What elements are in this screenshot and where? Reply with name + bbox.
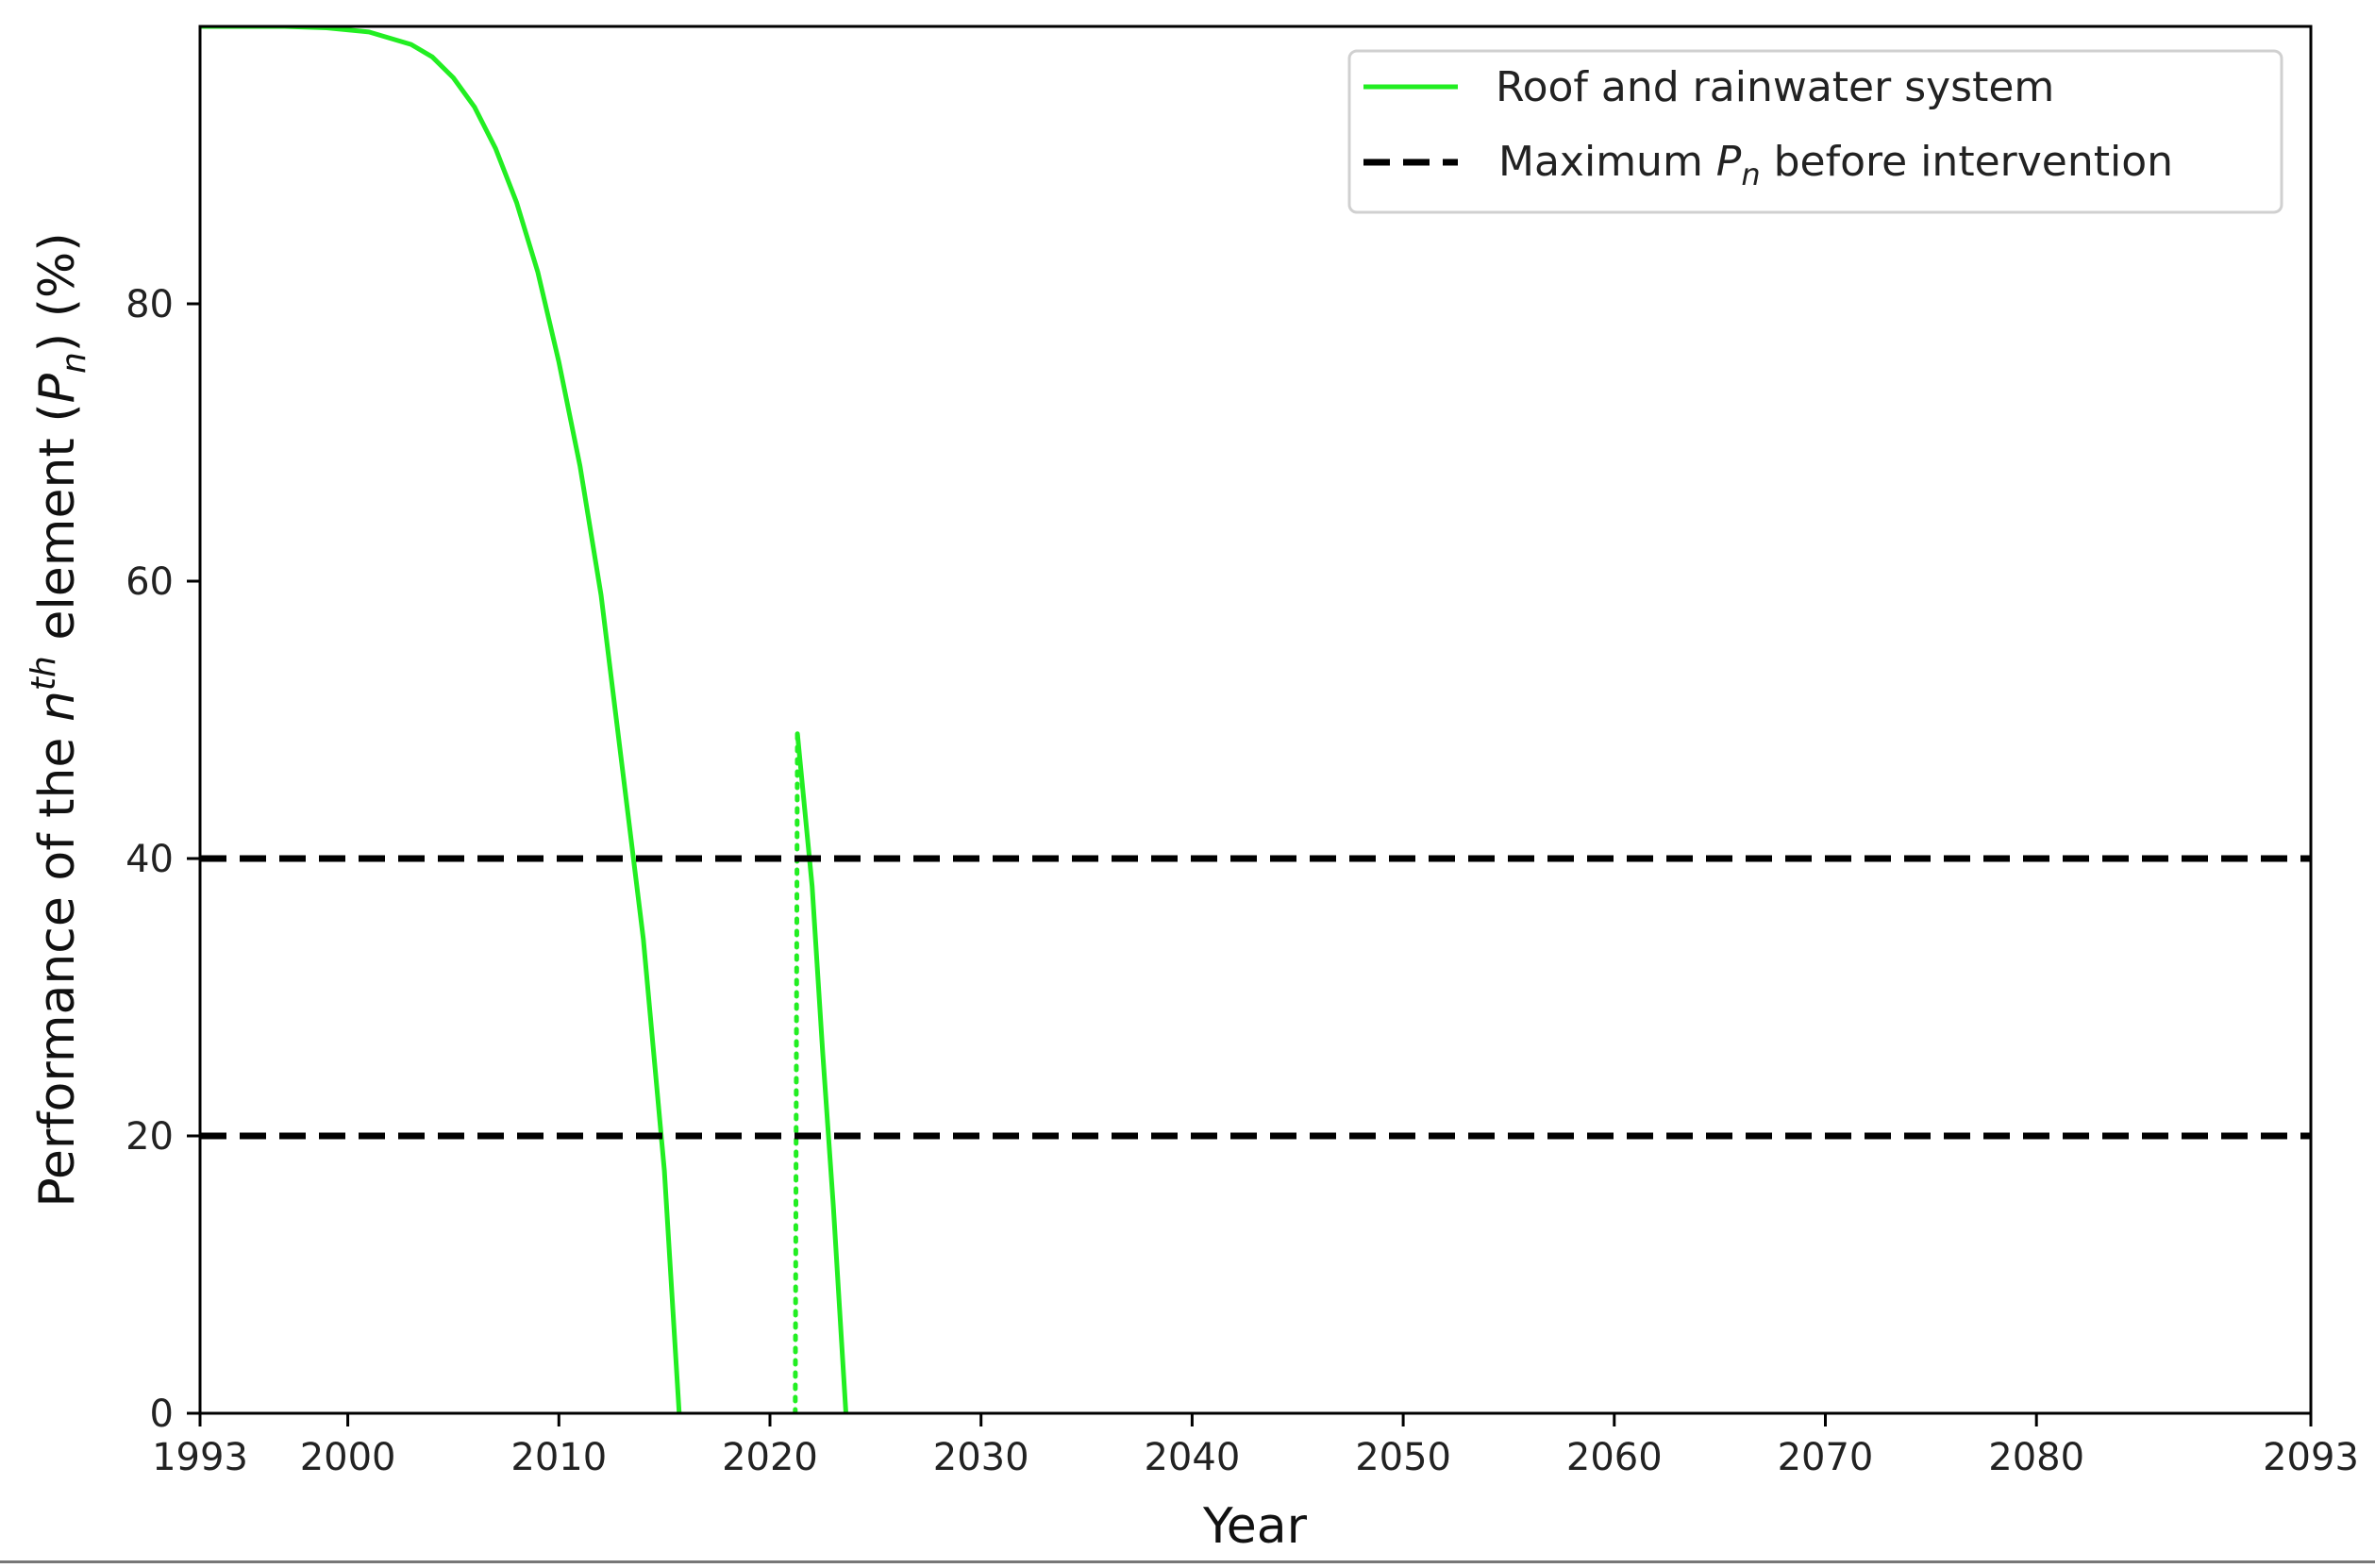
y-axis-label-sub: n (55, 352, 93, 374)
bottom-rule (0, 1560, 2375, 1563)
y-tick-label: 20 (125, 1115, 174, 1159)
y-axis-label-suffix: ) (%) (29, 232, 86, 352)
legend-label-roof: Roof and rainwater system (1496, 63, 2054, 111)
x-axis-label: Year (1202, 1498, 1308, 1555)
legend-threshold-p: P (1716, 138, 1742, 186)
y-axis-label-prefix: Performance of the (29, 722, 86, 1208)
performance-curve-segment-1 (794, 731, 848, 1413)
y-axis-label: Performance of the nth element (Pn) (%) (25, 232, 93, 1207)
legend-threshold-suffix: before intervention (1761, 138, 2173, 186)
x-tick-label: 2040 (1144, 1436, 1240, 1479)
x-tick-label: 1993 (152, 1436, 248, 1479)
y-tick-label: 80 (125, 283, 174, 326)
legend-threshold-sub: n (1741, 157, 1760, 192)
x-tick-label: 2060 (1566, 1436, 1663, 1479)
legend-box (1347, 49, 2283, 214)
y-axis: 0 20 40 60 80 (125, 283, 200, 1436)
x-tick-label: 2093 (2263, 1436, 2359, 1479)
x-tick-label: 2020 (722, 1436, 818, 1479)
data-layer (200, 26, 2311, 1413)
legend-threshold-prefix: Maximum (1498, 138, 1716, 186)
y-axis-label-p: P (29, 373, 86, 403)
performance-curve-segment-0 (200, 26, 682, 1413)
y-tick-label: 60 (125, 560, 174, 604)
y-axis-label-sup: th (25, 656, 63, 691)
intervention-dotted-line (793, 731, 800, 1413)
legend-label-threshold: Maximum Pn before intervention (1498, 138, 2173, 192)
y-tick-label: 0 (150, 1393, 174, 1436)
x-tick-label: 2080 (1988, 1436, 2084, 1479)
x-tick-label: 2000 (300, 1436, 396, 1479)
x-tick-label: 2050 (1355, 1436, 1451, 1479)
legend: Roof and rainwater system Maximum Pn bef… (1347, 49, 2283, 214)
x-tick-label: 2070 (1778, 1436, 1874, 1479)
y-tick-label: 40 (125, 838, 174, 881)
y-axis-label-middle: element ( (29, 403, 86, 656)
x-axis: 1993 2000 2010 2020 2030 2040 2050 2060 2070 2080… (152, 1413, 2359, 1479)
x-tick-label: 2030 (933, 1436, 1029, 1479)
axes-frame (198, 25, 2313, 1415)
y-axis-label-n: n (29, 691, 86, 722)
x-tick-label: 2010 (510, 1436, 607, 1479)
